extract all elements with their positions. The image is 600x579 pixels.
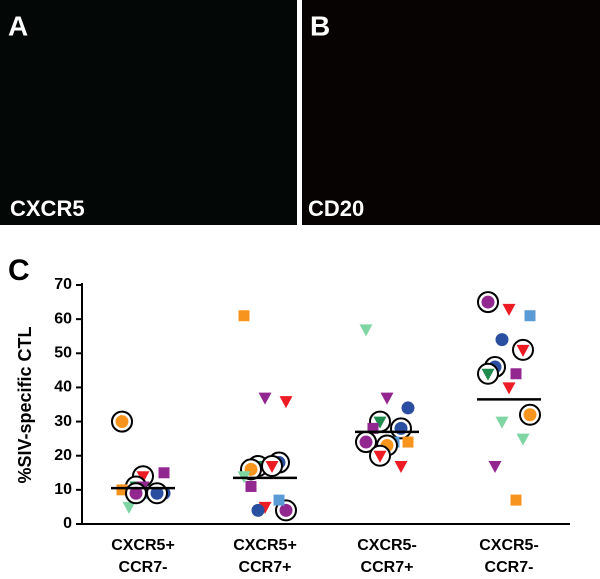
- triangle-marker: [502, 382, 516, 395]
- circle-marker: [523, 408, 537, 422]
- square-marker: [273, 494, 285, 506]
- square-marker: [158, 467, 170, 479]
- triangle-marker: [258, 501, 272, 514]
- square-marker: [510, 494, 522, 506]
- circle-marker: [150, 486, 164, 500]
- x-tick-label: CXCR5+: [233, 537, 297, 554]
- y-tick-label: 30: [54, 413, 72, 430]
- triangle-marker: [481, 368, 495, 381]
- stain-label: CXCR5: [10, 196, 85, 221]
- circle-marker: [279, 503, 293, 517]
- triangle-marker: [279, 396, 293, 409]
- y-tick-label: 50: [54, 345, 72, 362]
- panel-label: B: [310, 10, 330, 41]
- circle-marker: [481, 295, 495, 309]
- micrograph: [302, 0, 600, 225]
- triangle-marker: [373, 450, 387, 463]
- triangle-marker: [394, 460, 408, 473]
- x-tick-label: CXCR5+: [111, 537, 175, 554]
- x-tick-label: CCR7-: [485, 559, 534, 576]
- x-tick-label: CXCR5-: [479, 537, 539, 554]
- square-marker: [402, 436, 414, 448]
- y-tick-label: 20: [54, 447, 72, 464]
- circle-marker: [495, 333, 509, 347]
- y-tick-label: 10: [54, 481, 72, 498]
- y-tick-label: 70: [54, 276, 72, 293]
- x-tick-label: CXCR5-: [357, 537, 417, 554]
- triangle-marker: [265, 460, 279, 473]
- square-marker: [367, 422, 379, 434]
- triangle-marker: [122, 501, 136, 514]
- circle-marker: [401, 401, 415, 415]
- square-marker: [524, 310, 536, 322]
- y-tick-label: 0: [63, 515, 72, 532]
- triangle-marker: [488, 460, 502, 473]
- panel-b: B CD20: [302, 0, 600, 225]
- triangle-marker: [258, 392, 272, 405]
- x-tick-label: CCR7+: [361, 559, 414, 576]
- circle-marker: [115, 415, 129, 429]
- square-marker: [238, 310, 250, 322]
- micrograph: [0, 0, 297, 225]
- y-tick-label: 40: [54, 379, 72, 396]
- triangle-marker: [359, 324, 373, 337]
- panel-label: C: [8, 254, 30, 287]
- triangle-marker: [502, 303, 516, 316]
- square-marker: [510, 368, 522, 380]
- y-tick-label: 60: [54, 310, 72, 327]
- triangle-marker: [516, 433, 530, 446]
- circle-marker: [359, 435, 373, 449]
- circle-marker: [129, 486, 143, 500]
- triangle-marker: [516, 344, 530, 357]
- triangle-marker: [380, 392, 394, 405]
- square-marker: [245, 480, 257, 492]
- x-tick-label: CCR7-: [119, 559, 168, 576]
- panel-a: A CXCR5: [0, 0, 297, 225]
- square-marker: [116, 484, 128, 496]
- panel-label: A: [8, 10, 28, 41]
- stain-label: CD20: [308, 196, 364, 221]
- circle-marker: [251, 503, 265, 517]
- triangle-marker: [373, 416, 387, 429]
- y-axis-label: %SIV-specific CTL: [15, 326, 35, 483]
- triangle-marker: [495, 416, 509, 429]
- x-tick-label: CCR7+: [239, 559, 292, 576]
- triangle-marker: [136, 471, 150, 484]
